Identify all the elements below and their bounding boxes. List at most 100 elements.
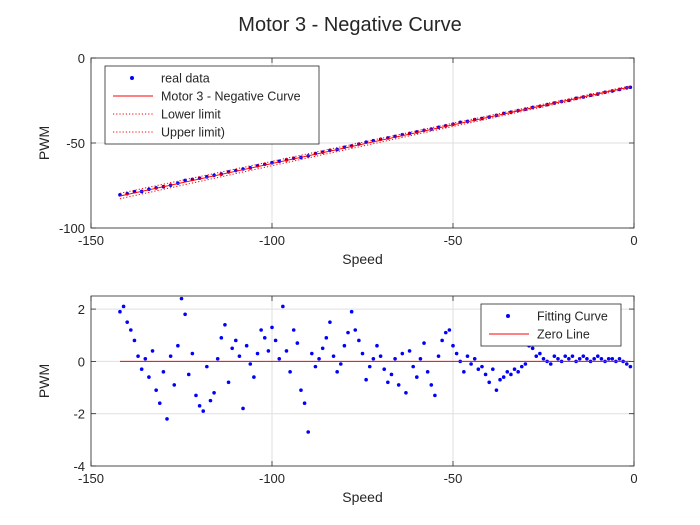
data-point xyxy=(472,356,477,361)
x-tick-label: 0 xyxy=(630,233,637,248)
data-point xyxy=(483,372,488,377)
data-point xyxy=(487,380,492,385)
y-tick-label: -2 xyxy=(73,407,85,422)
data-point xyxy=(241,406,245,411)
data-point xyxy=(552,354,557,358)
figure-title: Motor 3 - Negative Curve xyxy=(238,14,461,36)
data-point xyxy=(226,380,231,385)
y-tick-label: 0 xyxy=(78,51,85,66)
data-point xyxy=(476,367,481,372)
data-point xyxy=(147,375,151,379)
data-point xyxy=(443,330,448,335)
legend-box xyxy=(480,303,622,347)
data-point xyxy=(183,312,187,317)
data-point xyxy=(201,409,206,413)
x-tick-label: -50 xyxy=(444,471,463,486)
data-point xyxy=(364,377,368,382)
y-axis-label: PWM xyxy=(36,364,52,398)
data-point xyxy=(125,320,129,324)
data-point xyxy=(491,367,495,372)
data-point xyxy=(624,362,629,366)
data-point xyxy=(295,341,300,345)
data-point xyxy=(534,354,539,358)
x-tick-label: -50 xyxy=(444,233,463,248)
data-point xyxy=(538,351,542,356)
data-point xyxy=(139,367,144,372)
data-point xyxy=(179,296,184,301)
data-point xyxy=(118,309,122,314)
data-point xyxy=(342,343,347,348)
data-point xyxy=(208,398,213,403)
series-line xyxy=(119,85,631,194)
data-point xyxy=(157,401,162,406)
data-point xyxy=(176,343,180,348)
data-point xyxy=(270,325,274,330)
data-point xyxy=(338,362,343,366)
data-point xyxy=(429,383,434,387)
data-point xyxy=(360,351,365,356)
y-tick-label: -50 xyxy=(66,136,85,151)
data-point xyxy=(447,328,452,332)
data-point xyxy=(165,417,169,421)
data-point xyxy=(400,351,405,356)
data-point xyxy=(324,336,329,340)
data-point xyxy=(393,356,397,361)
data-point xyxy=(418,356,423,361)
data-point xyxy=(454,351,459,356)
x-tick-label: -100 xyxy=(259,233,285,248)
x-tick-label: 0 xyxy=(630,471,637,486)
data-point xyxy=(310,351,314,356)
legend-label: Motor 3 - Negative Curve xyxy=(161,90,301,104)
data-point xyxy=(150,349,155,353)
legend-label: Fitting Curve xyxy=(537,310,608,324)
x-tick-label: -150 xyxy=(78,233,104,248)
data-point xyxy=(371,356,376,361)
data-point xyxy=(194,393,198,398)
data-point xyxy=(480,364,484,369)
legend-label: Zero Line xyxy=(537,328,590,342)
data-point xyxy=(172,383,177,387)
data-point xyxy=(436,354,441,358)
data-point xyxy=(577,356,582,361)
series-line xyxy=(119,86,631,197)
data-point xyxy=(617,356,622,361)
data-point xyxy=(244,343,249,348)
data-point xyxy=(563,354,568,358)
data-point xyxy=(197,404,202,408)
data-point xyxy=(440,338,444,343)
data-point xyxy=(465,354,470,358)
data-point xyxy=(382,367,387,372)
data-point xyxy=(567,356,571,361)
data-point xyxy=(512,367,517,372)
data-point xyxy=(255,351,260,356)
data-point xyxy=(501,375,506,379)
data-point xyxy=(516,370,520,374)
bottom-axes: -150 -100 -50 0 -4 -2 0 2 Speed PWM Fitting Curve Z… xyxy=(36,295,638,505)
x-axis-label: Speed xyxy=(342,251,382,267)
data-point xyxy=(277,356,282,361)
legend-label: real data xyxy=(161,72,210,86)
data-point xyxy=(581,354,586,358)
y-tick-label: -100 xyxy=(59,221,85,236)
data-point xyxy=(519,364,524,369)
data-point xyxy=(422,341,426,345)
data-point xyxy=(154,388,158,392)
y-axis-label: PWM xyxy=(36,126,52,160)
data-point xyxy=(628,364,633,369)
data-point xyxy=(262,336,267,340)
data-point xyxy=(281,304,285,309)
data-point xyxy=(266,349,271,353)
legend-label: Upper limit) xyxy=(161,126,225,140)
data-point xyxy=(168,354,173,358)
data-point xyxy=(223,322,227,327)
data-point xyxy=(610,356,615,361)
data-point xyxy=(299,388,303,392)
data-point xyxy=(230,346,234,351)
data-point xyxy=(498,377,502,382)
data-point xyxy=(161,370,166,374)
data-point xyxy=(190,351,195,356)
data-point xyxy=(219,336,224,340)
data-point xyxy=(252,375,256,379)
data-point xyxy=(317,356,321,361)
data-point xyxy=(129,328,133,332)
